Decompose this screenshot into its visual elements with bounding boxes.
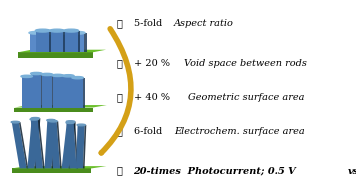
Ellipse shape — [63, 75, 74, 77]
Ellipse shape — [29, 32, 42, 34]
Ellipse shape — [52, 74, 63, 77]
Polygon shape — [69, 122, 76, 168]
Ellipse shape — [66, 121, 74, 122]
Text: + 40 %: + 40 % — [134, 93, 176, 102]
Text: 6-fold: 6-fold — [134, 127, 165, 136]
Polygon shape — [35, 118, 40, 168]
Polygon shape — [14, 108, 93, 112]
Ellipse shape — [21, 75, 32, 77]
Polygon shape — [84, 33, 87, 52]
Ellipse shape — [72, 77, 83, 79]
Polygon shape — [73, 76, 75, 108]
Text: ✓: ✓ — [116, 127, 122, 136]
Polygon shape — [32, 76, 34, 108]
Polygon shape — [73, 33, 84, 52]
Text: ✓: ✓ — [116, 93, 122, 102]
Text: ✓: ✓ — [116, 19, 122, 28]
FancyArrowPatch shape — [101, 29, 131, 153]
Polygon shape — [62, 122, 74, 168]
Polygon shape — [67, 123, 77, 168]
Polygon shape — [65, 31, 78, 52]
Ellipse shape — [77, 124, 85, 126]
Ellipse shape — [30, 119, 38, 120]
Ellipse shape — [31, 118, 39, 119]
Polygon shape — [12, 166, 106, 168]
Polygon shape — [22, 76, 32, 108]
Ellipse shape — [31, 72, 42, 75]
Polygon shape — [18, 50, 106, 52]
Polygon shape — [14, 105, 107, 108]
Text: vs: vs — [348, 167, 356, 176]
Polygon shape — [49, 31, 52, 52]
Polygon shape — [42, 74, 52, 108]
Polygon shape — [36, 31, 49, 52]
Ellipse shape — [11, 121, 19, 123]
Polygon shape — [52, 120, 56, 168]
Text: 20-times  Photocurrent; 0.5 V: 20-times Photocurrent; 0.5 V — [134, 167, 300, 176]
Polygon shape — [63, 31, 66, 52]
Text: Aspect ratio: Aspect ratio — [174, 19, 234, 28]
Polygon shape — [52, 74, 54, 108]
Polygon shape — [41, 74, 43, 108]
Ellipse shape — [43, 32, 57, 34]
Polygon shape — [51, 31, 63, 52]
Text: ✓: ✓ — [116, 59, 122, 68]
Text: + 20 %: + 20 % — [134, 59, 173, 68]
Ellipse shape — [66, 122, 74, 123]
Polygon shape — [58, 33, 70, 52]
Polygon shape — [78, 31, 80, 52]
Polygon shape — [27, 118, 39, 168]
Text: 5-fold: 5-fold — [134, 19, 165, 28]
Polygon shape — [63, 75, 65, 108]
Polygon shape — [30, 33, 41, 52]
Polygon shape — [44, 33, 56, 52]
Polygon shape — [19, 122, 28, 168]
Ellipse shape — [64, 29, 79, 32]
Polygon shape — [44, 120, 54, 168]
Ellipse shape — [47, 119, 55, 121]
Polygon shape — [57, 121, 62, 168]
Polygon shape — [70, 33, 72, 52]
Polygon shape — [73, 78, 83, 108]
Polygon shape — [31, 119, 43, 168]
Polygon shape — [12, 168, 91, 173]
Ellipse shape — [49, 120, 57, 122]
Polygon shape — [83, 78, 85, 108]
Ellipse shape — [35, 29, 50, 32]
Polygon shape — [41, 33, 44, 52]
Polygon shape — [56, 33, 58, 52]
Ellipse shape — [72, 32, 85, 34]
Polygon shape — [74, 123, 78, 168]
Polygon shape — [12, 122, 27, 168]
Ellipse shape — [57, 32, 71, 34]
Polygon shape — [18, 52, 93, 58]
Polygon shape — [31, 74, 41, 108]
Polygon shape — [49, 121, 60, 168]
Ellipse shape — [41, 73, 53, 76]
Polygon shape — [76, 125, 85, 168]
Ellipse shape — [49, 29, 64, 32]
Polygon shape — [83, 125, 86, 168]
Polygon shape — [63, 76, 73, 108]
Text: Void space between rods: Void space between rods — [184, 59, 307, 68]
Text: Geometric surface area: Geometric surface area — [188, 93, 304, 102]
Text: ✓: ✓ — [116, 167, 122, 176]
Polygon shape — [53, 75, 63, 108]
Text: Electrochem. surface area: Electrochem. surface area — [174, 127, 305, 136]
Polygon shape — [38, 119, 44, 168]
